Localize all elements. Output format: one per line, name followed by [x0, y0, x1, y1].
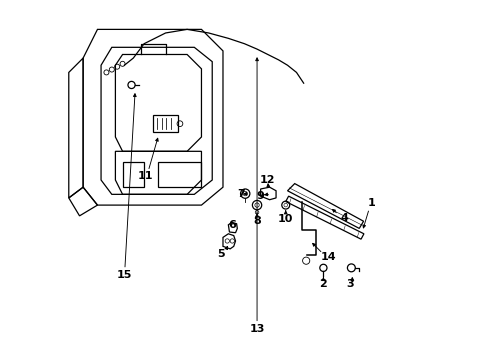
Text: 6: 6: [227, 220, 235, 230]
Text: 4: 4: [340, 213, 348, 222]
Text: 11: 11: [138, 171, 153, 181]
Text: 10: 10: [278, 215, 293, 224]
Text: 7: 7: [237, 189, 244, 199]
Text: 2: 2: [319, 279, 326, 289]
Text: 3: 3: [346, 279, 353, 289]
Text: 13: 13: [249, 324, 264, 334]
Text: 14: 14: [320, 252, 336, 262]
Text: 12: 12: [260, 175, 275, 185]
Text: 1: 1: [367, 198, 375, 208]
Text: 5: 5: [217, 248, 224, 258]
Text: 15: 15: [117, 270, 132, 280]
Text: 9: 9: [256, 191, 264, 201]
Text: 8: 8: [253, 216, 261, 226]
